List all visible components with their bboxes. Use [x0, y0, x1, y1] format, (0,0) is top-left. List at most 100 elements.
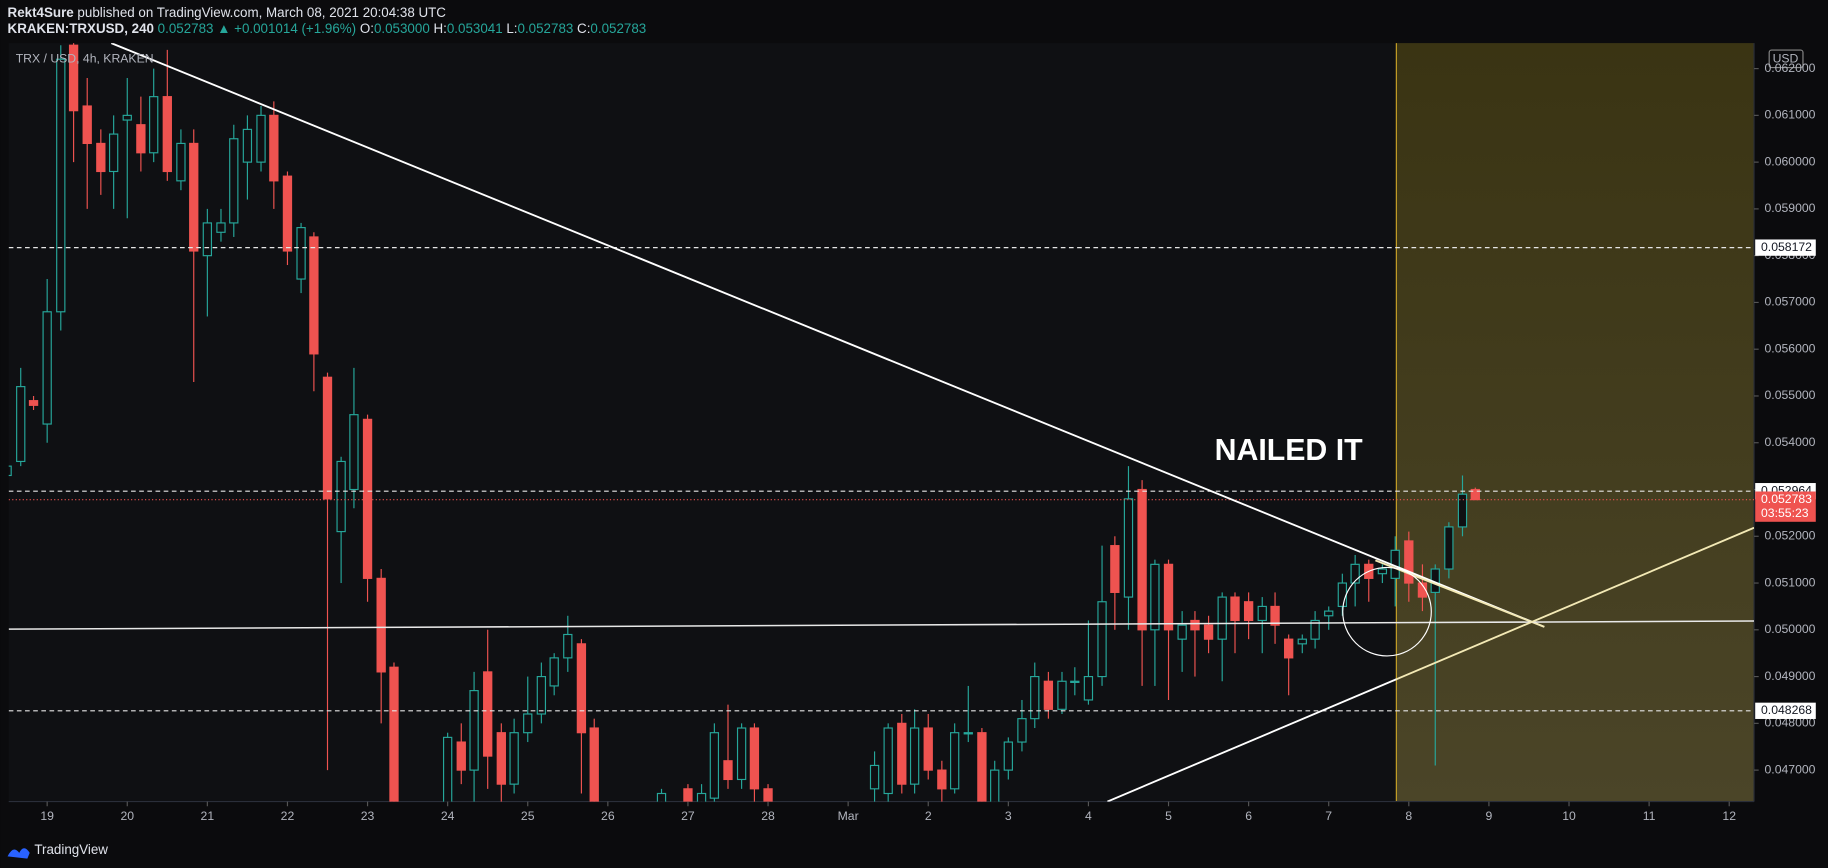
- x-tick-label: 8: [1405, 809, 1412, 823]
- x-tick-label: 3: [1005, 809, 1012, 823]
- candle-body: [749, 727, 760, 790]
- candle-body: [296, 227, 306, 280]
- candle-body: [990, 769, 1000, 802]
- candle-body: [1404, 540, 1414, 584]
- candle-body: [1190, 619, 1200, 631]
- candle-body: [1030, 675, 1040, 720]
- candle-body: [456, 741, 466, 771]
- candle-body: [1163, 563, 1174, 631]
- y-tick-label: 0.055000: [1765, 388, 1816, 402]
- candle-body: [42, 311, 52, 425]
- candle-body: [1270, 605, 1280, 626]
- ohlc-value: 0.052783: [590, 21, 646, 36]
- candle-body: [509, 732, 519, 785]
- trendline: [1395, 526, 1755, 681]
- candle-body: [269, 114, 279, 182]
- trendline: [110, 43, 1545, 628]
- y-tick-label: 0.047000: [1765, 762, 1816, 776]
- candle-body: [229, 138, 239, 224]
- candle-body: [336, 460, 346, 533]
- y-tick-label: 0.056000: [1765, 341, 1816, 355]
- y-tick-label: 0.062000: [1765, 61, 1816, 75]
- logo: [7, 848, 30, 859]
- candle-body: [162, 96, 172, 173]
- trendline: [8, 620, 1755, 630]
- x-tick-label: 7: [1325, 809, 1332, 823]
- symbol: KRAKEN:TRXUSD, 240: [8, 21, 154, 36]
- candle-body: [96, 142, 106, 173]
- candle-body: [1337, 582, 1347, 608]
- x-tick-label: 4: [1085, 809, 1092, 823]
- candle-body: [937, 769, 947, 790]
- candle-body: [28, 400, 39, 406]
- candle-body: [389, 666, 399, 802]
- x-tick-label: 22: [281, 809, 295, 823]
- x-tick-label: 6: [1245, 809, 1252, 823]
- candle-body: [108, 133, 119, 173]
- candle-body: [536, 675, 547, 715]
- x-tick-label: 5: [1165, 809, 1172, 823]
- candle-body: [977, 732, 987, 802]
- footer: TradingView: [7, 842, 108, 859]
- brand: TradingView: [34, 842, 108, 857]
- x-tick-label: 26: [601, 809, 615, 823]
- candle-body: [189, 142, 199, 252]
- change: ▲ +0.001014 (+1.96%): [217, 21, 356, 36]
- level-label: 0.048268: [1761, 703, 1812, 717]
- y-tick-label: 0.057000: [1765, 295, 1816, 309]
- currency-box: [1768, 49, 1804, 69]
- candle-body: [1350, 563, 1360, 584]
- candle-body: [1057, 680, 1067, 710]
- candle-body: [149, 96, 159, 154]
- candle-body: [8, 465, 12, 477]
- candle-body: [216, 222, 226, 233]
- x-tick-label: 28: [761, 809, 775, 823]
- candle-body: [1097, 601, 1107, 678]
- candle-body: [496, 732, 506, 785]
- candle-body: [589, 727, 599, 802]
- candle-body: [202, 222, 213, 257]
- chart-title: TRX / USD, 4h, KRAKEN: [16, 52, 154, 66]
- author: Rekt4Sure: [8, 4, 74, 19]
- candle-body: [950, 732, 960, 790]
- candle-body: [56, 58, 66, 313]
- candle-body: [723, 760, 733, 781]
- header-line-1: Rekt4Sure published on TradingView.com, …: [8, 4, 447, 19]
- last-price-box: [1755, 491, 1816, 522]
- ohlc-value: 0.052783: [518, 21, 574, 36]
- price: 0.052783: [158, 21, 214, 36]
- candle-body: [376, 577, 386, 673]
- y-tick-label: 0.060000: [1765, 154, 1816, 168]
- candle-body: [16, 386, 26, 463]
- level-label-box: [1755, 239, 1816, 256]
- candle-body: [349, 414, 359, 491]
- candle-body: [1470, 488, 1480, 501]
- candle-body: [1230, 596, 1240, 622]
- candle-body: [869, 764, 880, 790]
- level-label: 0.058172: [1761, 240, 1812, 254]
- ohlc-label: C:: [577, 21, 590, 36]
- annotation: NAILED IT: [1215, 434, 1364, 467]
- candle-body: [282, 175, 293, 252]
- x-tick-label: 24: [441, 809, 455, 823]
- candle-body: [122, 114, 132, 121]
- trendline: [1375, 559, 1545, 628]
- candle-body: [68, 44, 79, 112]
- candle-body: [576, 643, 587, 734]
- y-tick-label: 0.059000: [1765, 201, 1816, 215]
- x-tick-label: 23: [361, 809, 375, 823]
- ohlc-label: H:: [433, 21, 446, 36]
- highlight-zone: [1396, 43, 1755, 802]
- candle-body: [82, 105, 92, 145]
- candle-body: [696, 792, 707, 802]
- candle-body: [963, 732, 973, 735]
- y-tick-label: 0.061000: [1765, 108, 1816, 122]
- candle-body: [1110, 545, 1120, 593]
- x-tick-label: 2: [925, 809, 932, 823]
- y-tick-label: 0.054000: [1765, 435, 1816, 449]
- x-tick-label: 11: [1643, 809, 1656, 823]
- candle-body: [1123, 498, 1134, 598]
- countdown: 03:55:23: [1761, 506, 1809, 520]
- plot: [8, 43, 1755, 802]
- x-tick-label: 9: [1486, 809, 1493, 823]
